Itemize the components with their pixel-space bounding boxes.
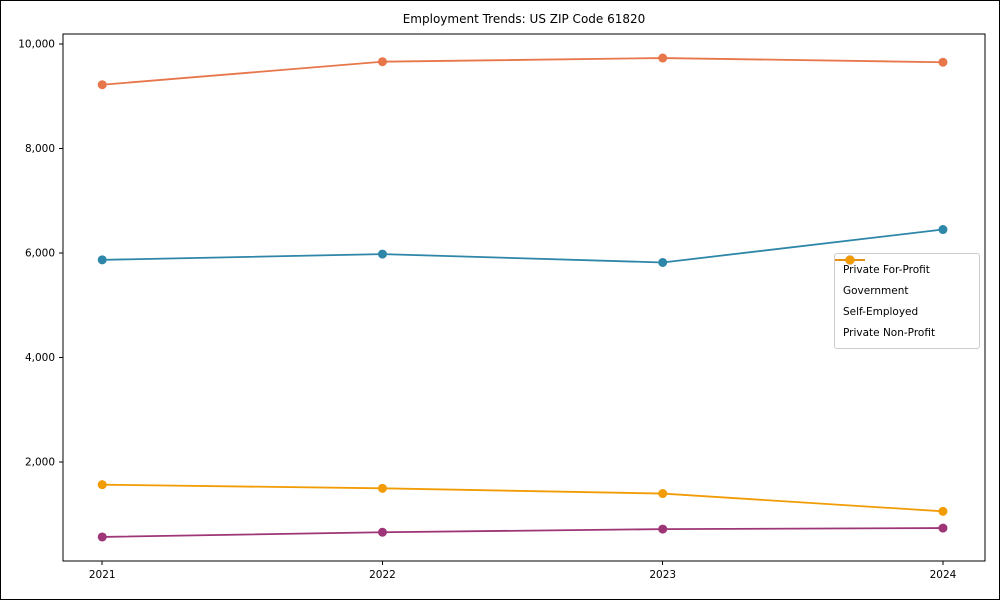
series-line xyxy=(102,483,944,513)
y-tick-label: 10,000 xyxy=(18,38,55,50)
data-point-marker xyxy=(938,225,948,235)
legend: Private For-Profit Government Self-Employe… xyxy=(834,253,980,349)
data-point-marker xyxy=(377,249,387,259)
y-tick-label: 8,000 xyxy=(25,143,55,155)
data-point-marker xyxy=(377,483,387,493)
data-point-marker xyxy=(658,53,668,63)
y-tick-label: 6,000 xyxy=(25,248,55,260)
data-point-marker xyxy=(658,489,668,499)
x-tick-label: 2023 xyxy=(649,569,676,581)
series-line xyxy=(102,228,944,264)
y-tick-label: 4,000 xyxy=(25,352,55,364)
data-point-marker xyxy=(377,57,387,67)
data-point-marker xyxy=(97,80,107,90)
legend-label: Government xyxy=(843,284,909,297)
plot-frame xyxy=(62,33,986,562)
x-tick-label: 2021 xyxy=(89,569,116,581)
y-tick-label: 2,000 xyxy=(25,457,55,469)
x-tick-label: 2022 xyxy=(369,569,396,581)
chart-title: Employment Trends: US ZIP Code 61820 xyxy=(403,12,646,26)
legend-label: Private Non-Profit xyxy=(843,326,936,339)
data-point-marker xyxy=(938,523,948,533)
data-point-marker xyxy=(938,506,948,516)
axis-ticks: 2,000 4,000 6,000 8,000 10,000 2021 2022 2023 20… xyxy=(18,38,956,581)
series-line xyxy=(102,57,943,86)
legend-item: Private Non-Profit xyxy=(835,255,971,343)
series-lines xyxy=(97,53,948,542)
legend-label: Self-Employed xyxy=(843,305,919,318)
data-point-marker xyxy=(938,57,948,67)
legend-label: Private For-Profit xyxy=(843,263,930,276)
legend-item: Self-Employed xyxy=(835,255,971,322)
legend-line-marker-icon xyxy=(835,255,865,265)
data-point-marker xyxy=(97,255,107,265)
data-point-marker xyxy=(97,532,107,542)
data-point-marker xyxy=(658,524,668,534)
data-point-marker xyxy=(658,257,668,267)
x-tick-label: 2024 xyxy=(930,569,957,581)
data-point-marker xyxy=(377,527,387,537)
series-line xyxy=(102,527,943,538)
data-point-marker xyxy=(97,480,107,490)
legend-item: Government xyxy=(835,255,971,301)
